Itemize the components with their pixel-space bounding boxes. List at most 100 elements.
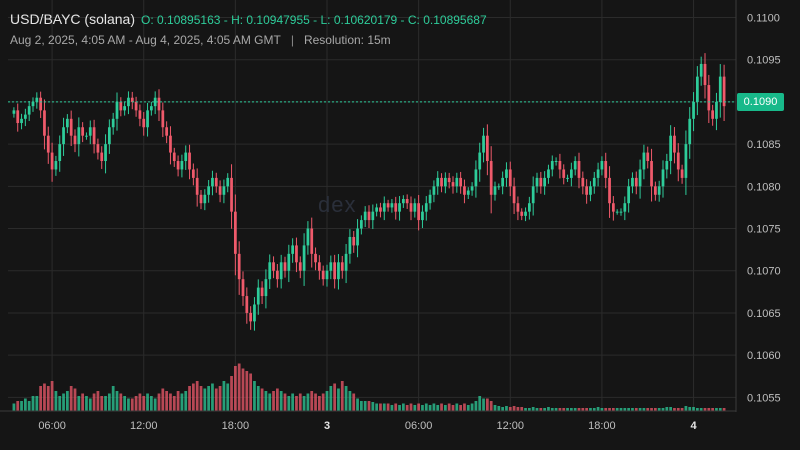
grid (8, 0, 736, 411)
volume-bar (275, 388, 279, 411)
volume-bar (58, 396, 62, 411)
y-tick-label: 0.1075 (747, 224, 781, 236)
volume-bar (153, 398, 157, 411)
volume-bar (54, 391, 58, 411)
volume-bar (718, 408, 722, 411)
candle-body (188, 152, 191, 170)
candle-body (443, 177, 447, 187)
volume-bar (191, 383, 195, 411)
candle-body (627, 186, 631, 204)
candle-body (455, 177, 459, 187)
volume-bar (169, 393, 172, 411)
volume-bar (566, 408, 569, 411)
candle-body (669, 135, 673, 162)
volume-bar (363, 401, 367, 411)
candle-body (146, 110, 149, 128)
header-separator: | (290, 33, 294, 47)
candle-body (451, 182, 455, 187)
candle-body (272, 262, 275, 271)
volume-bar (684, 406, 688, 411)
volume-bar (611, 408, 615, 411)
y-tick-label: 0.1065 (747, 308, 781, 320)
candle-body (268, 262, 272, 280)
candle-body (562, 169, 566, 178)
date-range: Aug 2, 2025, 4:05 AM - Aug 4, 2025, 4:05… (10, 33, 281, 47)
volume-bar (642, 408, 646, 411)
candle-body (371, 211, 375, 221)
candle-body (245, 296, 249, 313)
volume-bar (359, 401, 363, 411)
candle-body (142, 118, 146, 128)
candle-body (85, 135, 88, 137)
candle-body (428, 194, 432, 204)
candle-body (394, 203, 398, 212)
candle-body (295, 245, 298, 263)
volume-bar (550, 408, 554, 411)
volume-bar (260, 388, 264, 411)
candle-body (149, 106, 153, 111)
candle-body (214, 177, 218, 187)
candle-body (722, 76, 726, 107)
candle-body (275, 270, 279, 280)
candle-body (600, 161, 604, 170)
resolution-label[interactable]: Resolution: 15m (303, 33, 391, 47)
volume-bar (653, 408, 657, 411)
volume-bar (520, 407, 524, 411)
volume-bar (23, 398, 27, 411)
candle-body (665, 161, 669, 170)
candle-body (23, 114, 27, 119)
volume-bar (73, 388, 77, 411)
volume-bar (344, 386, 348, 411)
volume-bar (501, 407, 505, 411)
candle-body (543, 177, 547, 187)
candle-body (233, 211, 237, 254)
volume-bar (554, 408, 558, 411)
candle-body (344, 253, 348, 271)
volume-bar (279, 391, 283, 411)
x-tick-label: 12:00 (497, 420, 525, 432)
volume-bar (256, 386, 260, 411)
chart-header: USD/BAYC (solana) O: 0.10895163 - H: 0.10… (10, 11, 487, 27)
y-axis: 0.1100 0.1095 0.1090 0.1085 0.1080 0.1075 0.10… (735, 0, 781, 412)
candle-body (447, 177, 451, 183)
volume-bar (283, 393, 287, 411)
candle-body (684, 144, 688, 178)
volume-bar (107, 393, 111, 411)
candle-body (367, 211, 371, 221)
volume-bar (352, 393, 356, 411)
volume-bar (569, 408, 573, 411)
volume-bar (233, 366, 237, 411)
candle-body (382, 203, 386, 212)
candle-body (592, 177, 596, 187)
candle-body (695, 76, 699, 102)
candle-body (676, 152, 680, 170)
candle-body (657, 186, 661, 195)
volume-bar (184, 391, 188, 411)
candle-body (558, 161, 562, 170)
volume-bar (608, 408, 611, 411)
candle-body (715, 101, 718, 119)
candle-body (436, 177, 440, 187)
candle-body (211, 177, 214, 187)
volume-bar (631, 408, 634, 411)
y-tick-label: 0.1080 (747, 181, 781, 193)
candle-body (577, 161, 581, 178)
candle-body (96, 144, 100, 153)
candle-body (589, 186, 592, 195)
volume-bar (172, 396, 176, 411)
candle-body (264, 279, 268, 297)
candle-body (417, 203, 421, 221)
candle-body (107, 127, 111, 145)
candle-body (77, 127, 81, 145)
volume-bar (474, 401, 478, 411)
volume-bar (482, 398, 485, 411)
candle-body (31, 101, 35, 107)
candle-body (180, 161, 184, 170)
volume-bar (650, 408, 653, 411)
candle-body (65, 118, 69, 128)
volume-bar (451, 405, 455, 411)
ohlc-readout: O: 0.10895163 - H: 0.10947955 - L: 0.106… (141, 13, 487, 27)
candle-body (314, 253, 317, 263)
volume-bar (489, 401, 493, 411)
